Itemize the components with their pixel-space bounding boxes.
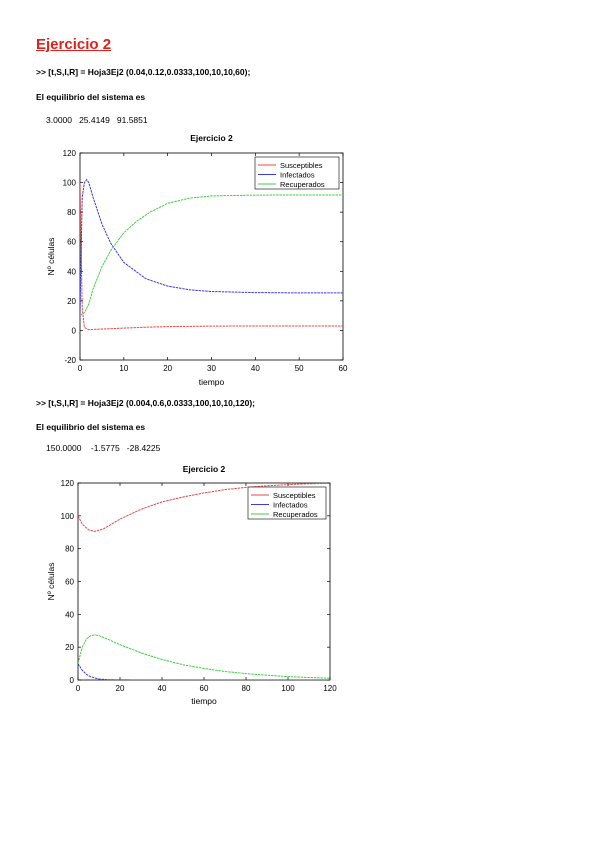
x-axis-label: tiempo [199, 377, 225, 387]
x-tick-label: 80 [242, 684, 251, 693]
x-tick-label: 50 [295, 364, 304, 373]
series-line-recuperados [78, 634, 330, 679]
series-line-recuperados [80, 194, 343, 317]
y-tick-label: 0 [70, 676, 75, 685]
x-tick-label: 30 [207, 364, 216, 373]
equilibrium-values-1: 3.0000 25.4149 91.5851 [46, 115, 148, 125]
series-line-susceptibles [78, 483, 330, 532]
y-tick-label: 40 [65, 610, 74, 619]
x-axis-label: tiempo [191, 696, 217, 706]
x-tick-label: 120 [323, 684, 337, 693]
series-line-infectados [78, 663, 330, 680]
y-tick-label: 120 [63, 149, 77, 158]
y-axis-label: Nº células [46, 237, 56, 275]
chart-2: Ejercicio 2 0 20 40 60 80 100 120 0 20 40 60 80 100 12… [46, 464, 337, 706]
y-tick-label: 60 [65, 578, 74, 587]
series-line-susceptibles [80, 182, 343, 331]
command-line-2: >> [t,S,I,R] = Hoja3Ej2 (0.004,0.6,0.033… [36, 398, 256, 408]
x-tick-label: 10 [119, 364, 128, 373]
equilibrium-label-2: El equilibrio del sistema es [36, 422, 146, 432]
legend-label: Susceptibles [280, 161, 323, 170]
command-line-1: >> [t,S,I,R] = Hoja3Ej2 (0.04,0.12,0.033… [36, 67, 251, 77]
legend-label: Recuperados [280, 180, 325, 189]
legend-label: Infectados [273, 501, 308, 510]
y-axis-label: Nº células [46, 562, 56, 600]
y-tick-label: 20 [65, 643, 74, 652]
x-tick-label: 40 [158, 684, 167, 693]
y-tick-label: 60 [67, 238, 76, 247]
y-tick-label: 100 [63, 179, 77, 188]
equilibrium-values-2: 150.0000 -1.5775 -28.4225 [46, 443, 161, 453]
series-group [80, 178, 343, 331]
x-tick-label: 20 [116, 684, 125, 693]
y-tick-label: 80 [67, 208, 76, 217]
x-tick-label: 40 [251, 364, 260, 373]
x-tick-label: 100 [281, 684, 295, 693]
chart-1: Ejercicio 20 10 20 30 40 50 60-200204060801001… [46, 133, 348, 387]
equilibrium-label-1: El equilibrio del sistema es [36, 92, 146, 102]
x-tick-label: 0 [78, 364, 83, 373]
y-tick-label: 80 [65, 545, 74, 554]
x-tick-label: 60 [200, 684, 209, 693]
legend-label: Infectados [280, 171, 315, 180]
y-tick-label: 0 [72, 326, 77, 335]
y-tick-label: 120 [61, 479, 75, 488]
series-line-infectados [80, 178, 343, 316]
y-tick-label: 20 [67, 297, 76, 306]
x-tick-label: 0 [76, 684, 81, 693]
y-tick-label: 40 [67, 267, 76, 276]
series-group [78, 483, 330, 680]
x-tick-label: 20 [163, 364, 172, 373]
chart-title: Ejercicio 2 [183, 464, 226, 474]
legend-label: Susceptibles [273, 491, 316, 500]
chart-title: Ejercicio 2 [190, 133, 233, 143]
page-heading: Ejercicio 2 [36, 36, 112, 53]
x-tick-label: 60 [339, 364, 348, 373]
y-tick-label: -20 [64, 356, 76, 365]
y-tick-label: 100 [61, 512, 75, 521]
legend-label: Recuperados [273, 510, 318, 519]
